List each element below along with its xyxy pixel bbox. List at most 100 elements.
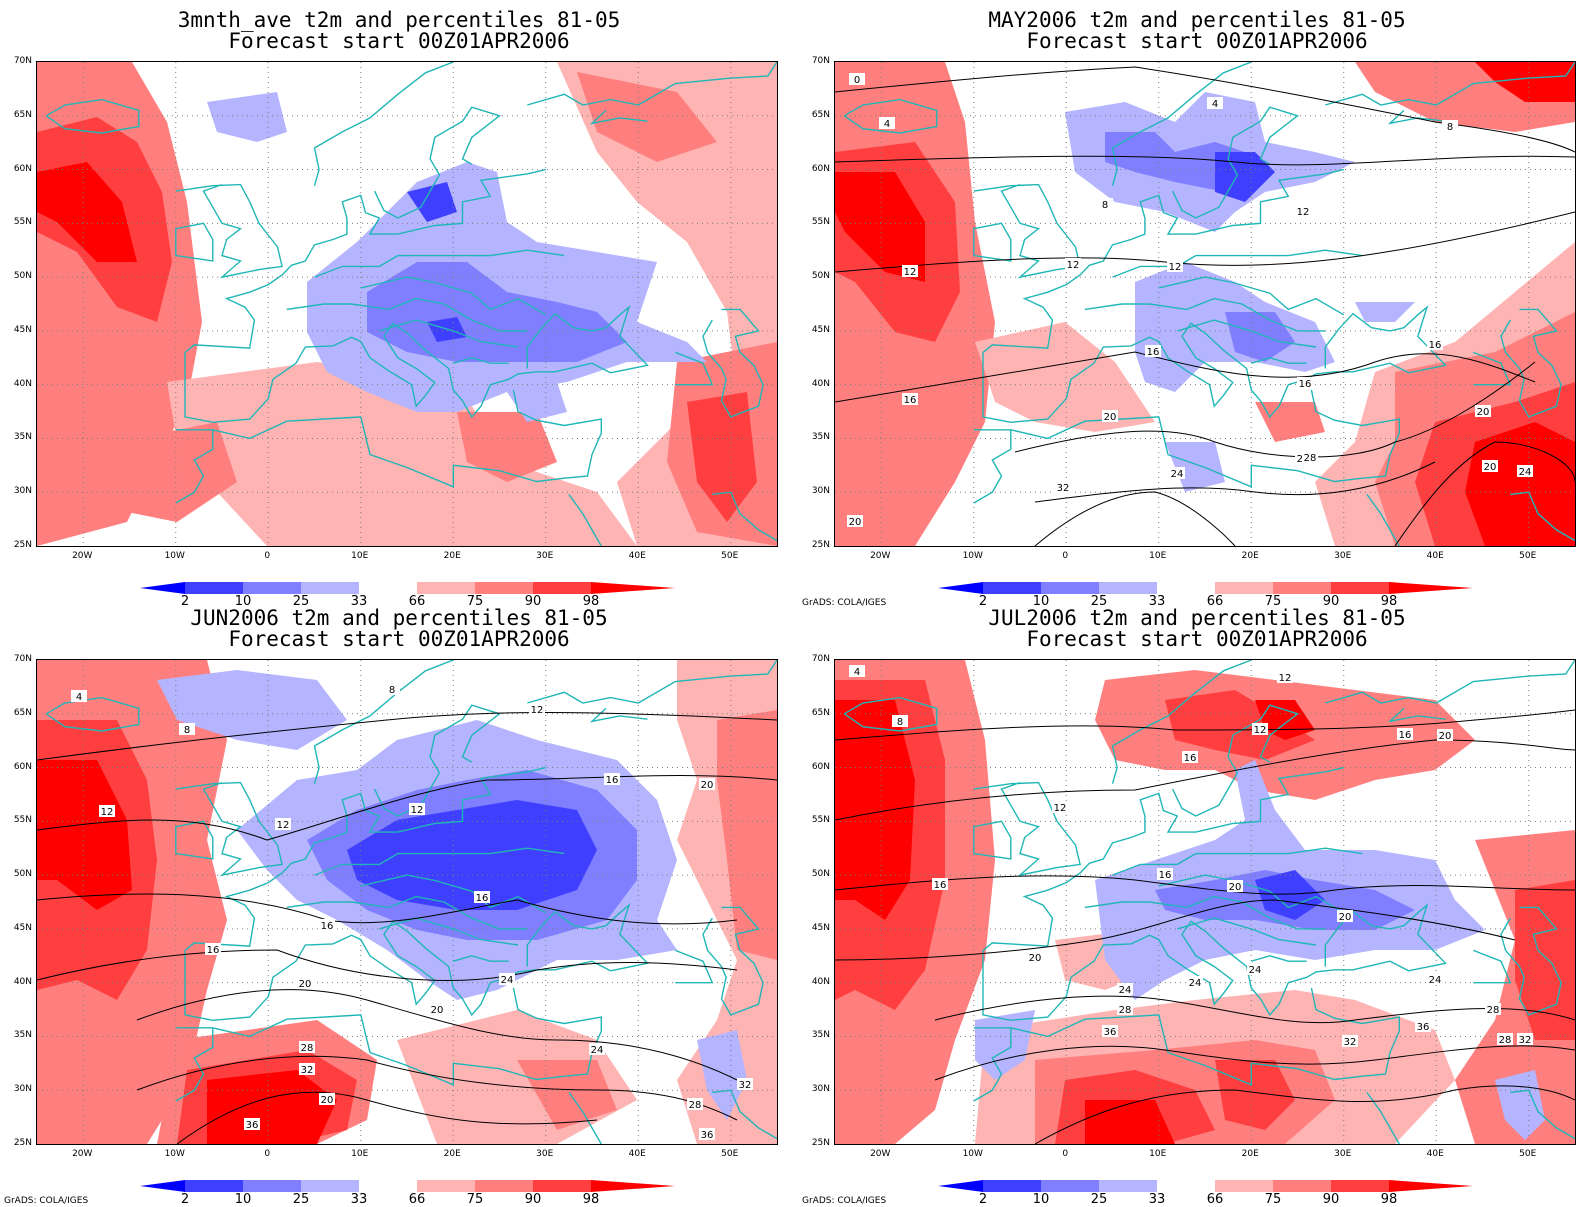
lon-label: 20W — [72, 551, 93, 561]
map-area: 044881212121216161616202024242832202420 — [834, 61, 1576, 547]
isotherm-contour — [1034, 1085, 1575, 1144]
contour-label: 12 — [409, 803, 425, 816]
panel-title-line2: Forecast start 00Z01APR2006 — [228, 627, 570, 651]
isotherm-contour — [37, 712, 777, 761]
contour-label: 20 — [1437, 729, 1453, 742]
coastline — [453, 357, 509, 364]
coastline — [1366, 493, 1400, 546]
colorbar-label: 90 — [1322, 1192, 1340, 1207]
lon-label: 10E — [351, 551, 369, 561]
svg-text:12: 12 — [1169, 262, 1182, 273]
svg-text:16: 16 — [606, 775, 619, 786]
colorbar-segment — [301, 1180, 359, 1192]
svg-text:16: 16 — [476, 893, 489, 904]
contour-label: 16 — [474, 891, 490, 904]
svg-text:28: 28 — [1487, 1005, 1500, 1016]
coastline — [1325, 660, 1575, 704]
svg-text:20: 20 — [1339, 912, 1352, 923]
lon-label: 20E — [443, 1149, 461, 1159]
isotherm-contour — [835, 155, 1575, 166]
above-normal-region — [835, 700, 915, 920]
coastline — [973, 183, 1081, 279]
colorbar-segment — [1331, 582, 1389, 594]
svg-text:4: 4 — [884, 119, 890, 130]
lat-label: 35N — [811, 432, 830, 443]
lon-label: 20W — [72, 1149, 93, 1159]
svg-text:24: 24 — [1519, 467, 1532, 478]
contour-label: 12 — [1167, 260, 1183, 273]
colorbar-label: 98 — [582, 594, 600, 609]
isotherm-contour — [835, 351, 1536, 403]
contour-label: 8 — [1442, 120, 1458, 133]
above-normal-region — [207, 1070, 337, 1144]
colorbar-segment — [938, 582, 983, 594]
colorbar-segment — [1215, 1180, 1273, 1192]
map-area: 4 8 8 12 12 12 12 16 16 16 16 20 20 20 24 28 32 20 24 28 36 3… — [36, 659, 778, 1145]
coastline — [1510, 491, 1575, 542]
contour-label: 28 — [1302, 451, 1318, 464]
isotherm-contour — [1034, 491, 1236, 546]
grads-credit: GrADS: COLA/IGES — [802, 1196, 887, 1206]
coastline — [175, 1027, 214, 1102]
coastline — [373, 106, 501, 219]
svg-text:20: 20 — [849, 517, 862, 528]
contour-label: 24 — [1427, 973, 1443, 986]
svg-text:36: 36 — [701, 1130, 714, 1141]
isotherm-contour — [835, 211, 1575, 273]
isotherm-contour — [835, 899, 1516, 961]
colorbar-segment — [140, 1180, 185, 1192]
lat-label: 70N — [13, 56, 32, 66]
lat-label: 60N — [811, 761, 830, 772]
svg-text:12: 12 — [1297, 207, 1310, 218]
svg-text:16: 16 — [934, 880, 947, 891]
svg-text:32: 32 — [301, 1065, 314, 1076]
colorbar-label: 90 — [524, 594, 542, 609]
coastline — [1111, 660, 1252, 784]
lat-label: 40N — [13, 378, 32, 389]
contour-label: 16 — [1145, 345, 1161, 358]
contour-label: 28 — [1117, 1003, 1133, 1016]
coastline — [286, 297, 528, 332]
colorbar-segment — [301, 582, 359, 594]
coastline — [184, 322, 537, 424]
svg-text:8: 8 — [1447, 122, 1453, 133]
contour-label: 20 — [429, 1003, 445, 1016]
colorbar-segment — [185, 1180, 243, 1192]
panel-title-line2: Forecast start 00Z01APR2006 — [1026, 29, 1368, 53]
colorbar-segment — [140, 582, 185, 594]
contour-label: 20 — [1482, 460, 1498, 473]
coastline — [675, 949, 714, 984]
coastline — [973, 1027, 1012, 1102]
lon-label: 20E — [1241, 551, 1259, 561]
svg-text:16: 16 — [1184, 753, 1197, 764]
grads-credit: GrADS: COLA/IGES — [4, 1196, 89, 1206]
colorbar-segment — [417, 1180, 475, 1192]
svg-text:24: 24 — [1429, 975, 1442, 986]
colorbar-label: 90 — [1322, 594, 1340, 609]
colorbar-segment — [243, 582, 301, 594]
above-normal-region — [1255, 402, 1325, 442]
lon-label: 10W — [164, 551, 185, 561]
svg-text:8: 8 — [389, 685, 395, 696]
coastline — [1510, 1089, 1575, 1140]
colorbar — [938, 1177, 1473, 1192]
svg-text:24: 24 — [1189, 978, 1202, 989]
coastline — [175, 183, 283, 279]
svg-text:28: 28 — [301, 1043, 314, 1054]
coastline — [453, 955, 509, 962]
contour-label: 20 — [699, 778, 715, 791]
below-normal-region — [347, 800, 597, 910]
colorbar-segment — [938, 1180, 983, 1192]
coastline — [373, 704, 501, 817]
svg-text:12: 12 — [1254, 725, 1267, 736]
contour-label: 28 — [1485, 1003, 1501, 1016]
lat-label: 60N — [13, 761, 32, 772]
colorbar-label: 66 — [408, 594, 426, 609]
svg-text:36: 36 — [1104, 1027, 1117, 1038]
contour-label: 20 — [1102, 410, 1118, 423]
lat-label: 55N — [811, 217, 830, 228]
contour-label: 16 — [205, 943, 221, 956]
lat-label: 50N — [811, 271, 830, 282]
lat-label: 55N — [13, 815, 32, 826]
coastline — [843, 696, 938, 732]
